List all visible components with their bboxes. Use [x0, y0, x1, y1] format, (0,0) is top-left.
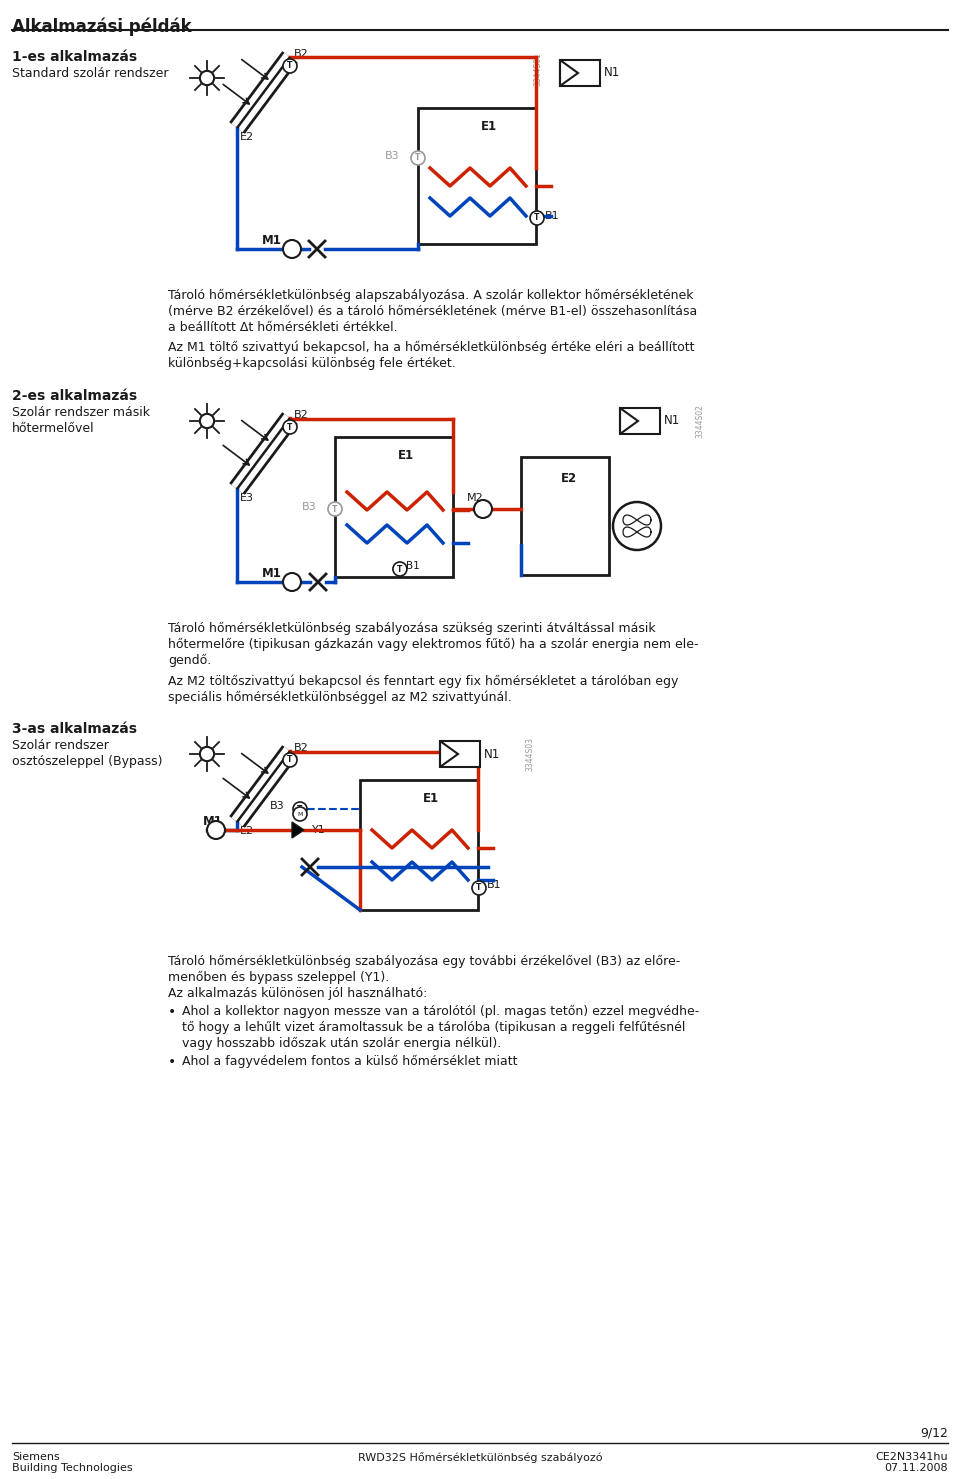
Text: Tároló hőmérsékletkülönbség alapszabályozása. A szolár kollektor hőmérsékletének: Tároló hőmérsékletkülönbség alapszabályo…	[168, 288, 693, 302]
Text: Ahol a fagyvédelem fontos a külső hőmérséklet miatt: Ahol a fagyvédelem fontos a külső hőmérs…	[182, 1055, 517, 1068]
Text: E1: E1	[422, 791, 439, 805]
Bar	[335, 436, 453, 577]
Text: •: •	[168, 1006, 177, 1019]
Text: E2: E2	[562, 472, 578, 485]
Text: Ahol a kollektor nagyon messze van a tárolótól (pl. magas tetőn) ezzel megvédhe-: Ahol a kollektor nagyon messze van a tár…	[182, 1006, 699, 1018]
Text: Az M2 töltőszivattyú bekapcsol és fenntart egy fix hőmérsékletet a tárolóban eg: Az M2 töltőszivattyú bekapcsol és fennt…	[168, 674, 679, 688]
Text: T: T	[476, 883, 482, 892]
Circle shape	[283, 240, 301, 257]
Bar	[360, 779, 478, 910]
Text: különbség+kapcsolási különbség fele értéket.: különbség+kapcsolási különbség fele érté…	[168, 356, 456, 370]
Text: E2: E2	[240, 825, 254, 836]
Bar	[440, 741, 480, 768]
Text: B2: B2	[294, 742, 309, 753]
Text: •: •	[168, 1055, 177, 1069]
Text: T: T	[397, 565, 402, 574]
Circle shape	[474, 500, 492, 518]
Text: Building Technologies: Building Technologies	[12, 1463, 132, 1473]
Circle shape	[293, 802, 307, 816]
Circle shape	[530, 211, 544, 225]
Text: menőben és bypass szeleppel (Y1).: menőben és bypass szeleppel (Y1).	[168, 972, 389, 984]
Text: T: T	[298, 805, 302, 813]
Text: 1-es alkalmazás: 1-es alkalmazás	[12, 50, 137, 64]
Text: E3: E3	[240, 493, 254, 503]
Bar	[418, 108, 536, 244]
Text: T: T	[287, 756, 293, 765]
Text: B1: B1	[406, 561, 420, 571]
Text: Tároló hőmérsékletkülönbség szabályozása szükség szerinti átváltással másik: Tároló hőmérsékletkülönbség szabályozása…	[168, 623, 656, 634]
Text: Az alkalmazás különösen jól használható:: Az alkalmazás különösen jól használható:	[168, 986, 427, 1000]
Circle shape	[613, 501, 661, 550]
Text: Alkalmazási példák: Alkalmazási példák	[12, 18, 192, 37]
Text: 3344S01: 3344S01	[534, 52, 542, 86]
Text: 3-as alkalmazás: 3-as alkalmazás	[12, 722, 137, 737]
Text: B2: B2	[294, 410, 309, 420]
Text: 3344S02: 3344S02	[695, 404, 705, 438]
Text: Az M1 töltő szivattyú bekapcsol, ha a hőmérsékletkülönbség értéke eléri a beáll: Az M1 töltő szivattyú bekapcsol, ha a h…	[168, 342, 694, 355]
Text: a beállított Δt hőmérsékleti értékkel.: a beállított Δt hőmérsékleti értékkel.	[168, 321, 397, 334]
Text: 2-es alkalmazás: 2-es alkalmazás	[12, 389, 137, 402]
Text: T: T	[287, 62, 293, 71]
Circle shape	[293, 808, 307, 821]
Circle shape	[393, 562, 407, 575]
Text: M2: M2	[467, 493, 484, 503]
Text: Siemens: Siemens	[12, 1452, 60, 1463]
Text: 9/12: 9/12	[920, 1427, 948, 1441]
Text: 3344S03: 3344S03	[525, 737, 535, 771]
Text: B1: B1	[545, 211, 560, 220]
Text: N1: N1	[604, 67, 620, 80]
Text: Szolár rendszer: Szolár rendszer	[12, 740, 108, 751]
Text: 07.11.2008: 07.11.2008	[884, 1463, 948, 1473]
Text: T: T	[416, 154, 420, 163]
Text: Tároló hőmérsékletkülönbség szabályozása egy további érzékelővel (B3) az előre-: Tároló hőmérsékletkülönbség szabályozása…	[168, 955, 681, 969]
Text: M1: M1	[262, 234, 282, 247]
Text: tő hogy a lehűlt vizet áramoltassuk be a tárolóba (tipikusan a reggeli felfűtésn: tő hogy a lehűlt vizet áramoltassuk be a…	[182, 1021, 685, 1034]
Circle shape	[283, 753, 297, 768]
Text: CE2N3341hu: CE2N3341hu	[876, 1452, 948, 1463]
Circle shape	[207, 821, 225, 839]
Text: E2: E2	[240, 132, 254, 142]
Text: B3: B3	[270, 802, 284, 810]
Circle shape	[411, 151, 425, 166]
Text: B2: B2	[294, 49, 309, 59]
Text: vagy hosszabb időszak után szolár energia nélkül).: vagy hosszabb időszak után szolár energi…	[182, 1037, 501, 1050]
Text: hőtermelővel: hőtermelővel	[12, 422, 95, 435]
Text: T: T	[332, 504, 338, 513]
Circle shape	[283, 420, 297, 433]
Text: M: M	[298, 812, 302, 816]
Text: hőtermelőre (tipikusan gázkazán vagy elektromos fűtő) ha a szolár energia nem el: hőtermelőre (tipikusan gázkazán vagy ele…	[168, 637, 699, 651]
Text: T: T	[535, 213, 540, 222]
Text: Y1: Y1	[312, 825, 325, 836]
Text: N1: N1	[484, 747, 500, 760]
Text: E1: E1	[481, 120, 497, 133]
Text: M1: M1	[262, 566, 282, 580]
Text: osztószeleppel (Bypass): osztószeleppel (Bypass)	[12, 754, 162, 768]
Bar	[620, 408, 660, 433]
Text: Standard szolár rendszer: Standard szolár rendszer	[12, 67, 169, 80]
Text: N1: N1	[664, 414, 681, 427]
Text: B3: B3	[302, 501, 317, 512]
Text: B1: B1	[487, 880, 502, 890]
Text: B3: B3	[385, 151, 399, 161]
Text: E1: E1	[397, 450, 414, 461]
Circle shape	[472, 881, 486, 895]
Text: RWD32S Hőmérsékletkülönbség szabályozó: RWD32S Hőmérsékletkülönbség szabályozó	[358, 1452, 602, 1463]
Circle shape	[328, 501, 342, 516]
Bar	[560, 61, 600, 86]
Circle shape	[283, 59, 297, 72]
Bar	[521, 457, 609, 575]
Polygon shape	[292, 822, 304, 839]
Text: Szolár rendszer másik: Szolár rendszer másik	[12, 407, 150, 419]
Text: M1: M1	[204, 815, 223, 828]
Text: T: T	[287, 423, 293, 432]
Text: speciális hőmérsékletkülönbséggel az M2 szivattyúnál.: speciális hőmérsékletkülönbséggel az M2 …	[168, 691, 512, 704]
Text: gendő.: gendő.	[168, 654, 211, 667]
Text: (mérve B2 érzékelővel) és a tároló hőmérsékletének (mérve B1-el) összehasonlítás: (mérve B2 érzékelővel) és a tároló hőmér…	[168, 305, 697, 318]
Circle shape	[283, 572, 301, 592]
